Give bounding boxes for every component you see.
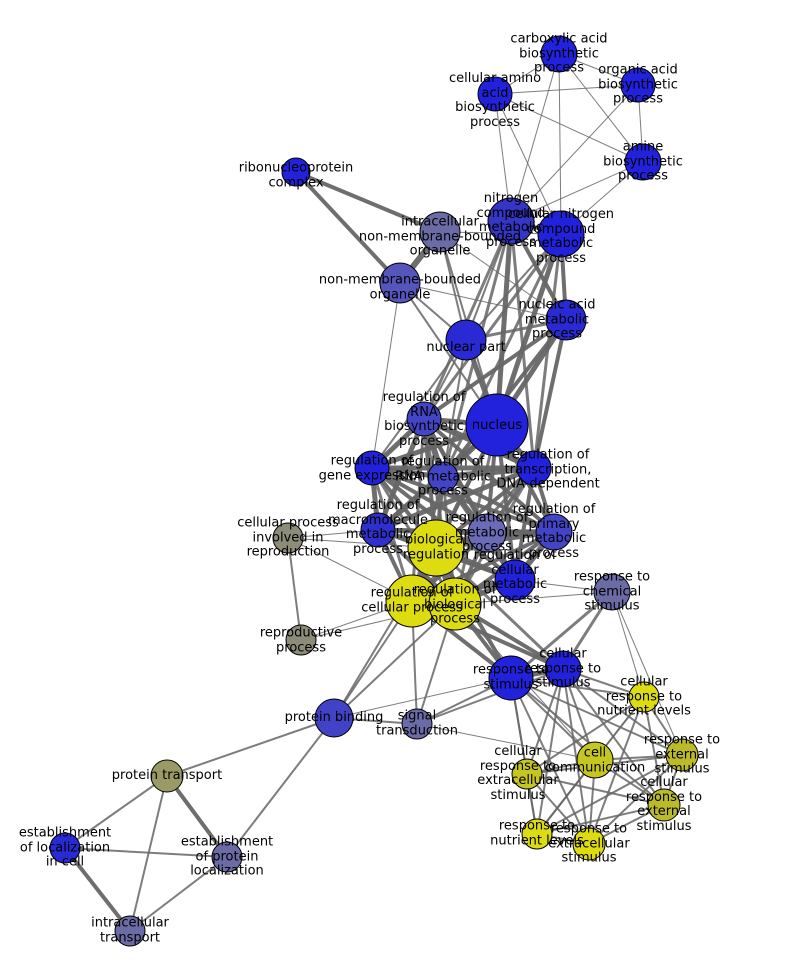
graph-edge	[294, 170, 402, 285]
graph-edge	[442, 339, 467, 478]
graph-edge	[643, 696, 665, 806]
edge-layer	[63, 53, 683, 933]
graph-edge	[64, 847, 228, 858]
graph-edge	[558, 53, 644, 163]
graph-edge	[287, 537, 302, 641]
graph-node[interactable]	[467, 513, 507, 553]
graph-node[interactable]	[314, 698, 354, 738]
graph-edge	[371, 282, 401, 469]
graph-edge	[526, 773, 665, 806]
graph-node[interactable]	[511, 758, 543, 790]
graph-edge	[333, 547, 437, 719]
graph-node[interactable]	[540, 35, 578, 73]
graph-node[interactable]	[537, 210, 585, 258]
graph-node[interactable]	[576, 741, 614, 779]
graph-edge	[510, 84, 639, 222]
graph-edge	[166, 717, 335, 777]
graph-node[interactable]	[211, 841, 243, 873]
node-layer	[49, 35, 699, 947]
graph-node[interactable]	[354, 450, 390, 486]
graph-node[interactable]	[281, 157, 311, 187]
graph-node[interactable]	[285, 624, 317, 656]
graph-edge	[611, 591, 683, 756]
graph-node[interactable]	[535, 513, 573, 551]
graph-edge	[510, 161, 644, 222]
graph-edge	[399, 282, 567, 321]
graph-edge	[422, 417, 556, 534]
graph-edge	[465, 233, 562, 341]
graph-node[interactable]	[620, 67, 656, 103]
graph-node[interactable]	[488, 655, 534, 701]
graph-node[interactable]	[593, 573, 631, 611]
graph-node[interactable]	[572, 827, 606, 861]
graph-edge	[410, 418, 426, 602]
graph-edge	[63, 846, 132, 933]
graph-node[interactable]	[419, 211, 461, 253]
graph-edge	[165, 774, 229, 859]
graph-node[interactable]	[445, 319, 487, 361]
graph-edge	[536, 668, 564, 835]
graph-edge	[494, 93, 562, 235]
graph-node[interactable]	[272, 522, 304, 554]
graph-edge	[536, 754, 683, 835]
graph-edge	[295, 170, 441, 234]
graph-edge	[536, 804, 665, 835]
graph-edge	[510, 677, 590, 845]
graph-edge	[129, 856, 228, 932]
graph-edge	[494, 93, 644, 163]
graph-node[interactable]	[407, 519, 465, 577]
graph-edge	[416, 668, 564, 725]
graph-edge	[422, 318, 568, 421]
graph-edge	[532, 319, 568, 469]
graph-node[interactable]	[487, 197, 535, 245]
graph-edge	[494, 84, 639, 95]
graph-node[interactable]	[477, 76, 513, 112]
graph-node[interactable]	[465, 393, 529, 457]
graph-node[interactable]	[360, 512, 396, 548]
graph-node[interactable]	[516, 450, 552, 486]
graph-edge	[422, 233, 563, 420]
graph-node[interactable]	[427, 461, 459, 493]
graph-node[interactable]	[49, 832, 81, 864]
graph-node[interactable]	[544, 650, 582, 688]
graph-node[interactable]	[379, 262, 421, 304]
graph-node[interactable]	[545, 299, 587, 341]
graph-edge	[226, 717, 335, 858]
graph-node[interactable]	[628, 681, 660, 713]
graph-edge	[510, 677, 683, 756]
graph-edge	[558, 53, 562, 235]
graph-node[interactable]	[150, 759, 184, 793]
graph-node[interactable]	[114, 915, 146, 947]
graph-node[interactable]	[428, 577, 482, 631]
graph-node[interactable]	[521, 818, 553, 850]
graph-node[interactable]	[624, 143, 662, 181]
graph-edge	[64, 775, 168, 849]
graph-edge	[371, 466, 488, 535]
graph-edge	[371, 466, 555, 534]
graph-edge	[416, 723, 596, 761]
graph-node[interactable]	[494, 559, 536, 601]
graph-edge	[439, 231, 567, 321]
graph-node[interactable]	[665, 738, 699, 772]
graph-edge	[434, 546, 565, 671]
graph-node[interactable]	[401, 708, 433, 740]
graph-edge	[526, 696, 645, 775]
graph-node[interactable]	[406, 401, 442, 437]
graph-edge	[333, 603, 456, 719]
graph-edge	[494, 220, 514, 426]
graph-edge	[333, 677, 512, 719]
graph-edge	[510, 53, 560, 222]
graph-node[interactable]	[647, 788, 681, 822]
